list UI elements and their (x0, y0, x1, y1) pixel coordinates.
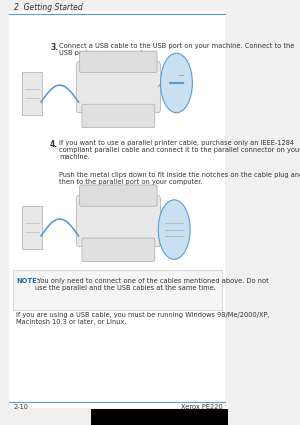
Text: 3.: 3. (50, 42, 58, 52)
Text: If you are using a USB cable, you must be running Windows 98/Me/2000/XP,
Macinto: If you are using a USB cable, you must b… (16, 312, 269, 326)
FancyBboxPatch shape (13, 270, 222, 310)
FancyBboxPatch shape (80, 51, 157, 72)
FancyBboxPatch shape (22, 72, 42, 115)
FancyBboxPatch shape (80, 185, 157, 206)
Text: If you want to use a parallel printer cable, purchase only an IEEE-1284
complian: If you want to use a parallel printer ca… (59, 140, 300, 160)
FancyBboxPatch shape (22, 206, 42, 249)
Text: Connect a USB cable to the USB port on your machine. Connect to the
USB port on : Connect a USB cable to the USB port on y… (59, 42, 295, 56)
FancyBboxPatch shape (82, 104, 155, 128)
FancyBboxPatch shape (76, 196, 160, 246)
FancyBboxPatch shape (9, 11, 225, 408)
Circle shape (160, 53, 192, 113)
Text: 2-10: 2-10 (14, 404, 29, 410)
FancyBboxPatch shape (82, 238, 155, 261)
FancyBboxPatch shape (76, 62, 160, 113)
Text: 4.: 4. (50, 140, 58, 149)
FancyBboxPatch shape (91, 409, 228, 425)
Circle shape (158, 200, 190, 259)
Text: Xerox PE220: Xerox PE220 (182, 404, 223, 410)
Text: NOTE:: NOTE: (16, 278, 39, 284)
Text: Push the metal clips down to fit inside the notches on the cable plug and
then t: Push the metal clips down to fit inside … (59, 172, 300, 185)
Text: You only need to connect one of the cables mentioned above. Do not
use the paral: You only need to connect one of the cabl… (35, 278, 269, 292)
Text: 2  Getting Started: 2 Getting Started (14, 3, 83, 11)
